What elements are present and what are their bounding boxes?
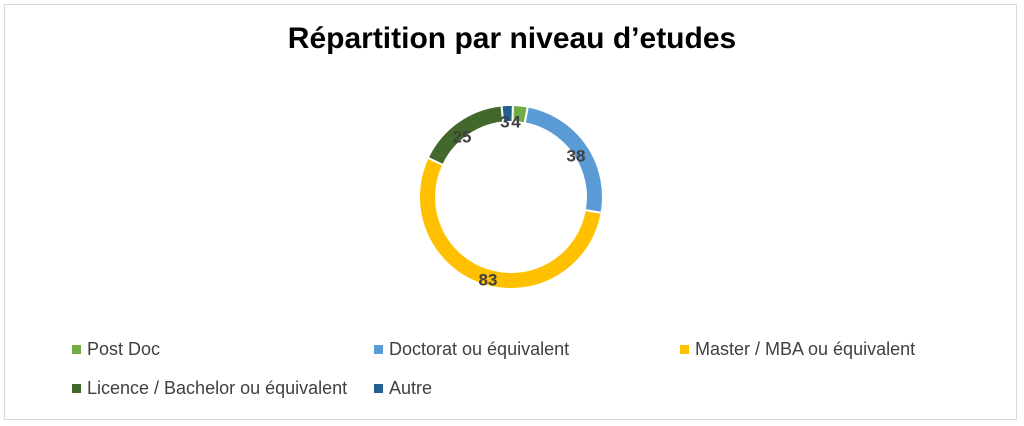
legend-item-autre: Autre xyxy=(374,378,432,399)
data-label-autre: 3 xyxy=(500,112,509,131)
legend-item-doctorat-ou-quivalent: Doctorat ou équivalent xyxy=(374,339,569,360)
legend-item-post-doc: Post Doc xyxy=(72,339,160,360)
data-label-doctorat-ou-quivalent: 38 xyxy=(567,146,586,165)
slice-master-mba-ou-quivalent xyxy=(418,156,603,290)
legend-label: Licence / Bachelor ou équivalent xyxy=(87,378,348,398)
legend-label: Post Doc xyxy=(87,339,161,359)
legend-swatch xyxy=(374,384,383,393)
data-label-post-doc: 4 xyxy=(511,112,521,131)
legend-label: Autre xyxy=(389,378,433,398)
chart-frame xyxy=(4,4,1017,420)
legend-label: Doctorat ou équivalent xyxy=(389,339,570,359)
data-label-master-mba-ou-quivalent: 83 xyxy=(479,270,498,289)
data-label-licence-bachelor-ou-quivalent: 25 xyxy=(453,127,472,146)
legend-label: Master / MBA ou équivalent xyxy=(695,339,916,359)
legend-swatch xyxy=(680,345,689,354)
slice-autre xyxy=(500,104,514,124)
legend-item-master-mba-ou-quivalent: Master / MBA ou équivalent xyxy=(680,339,915,360)
legend-item-licence-bachelor-ou-quivalent: Licence / Bachelor ou équivalent xyxy=(72,378,347,399)
slice-doctorat-ou-quivalent xyxy=(523,105,604,215)
legend-swatch xyxy=(374,345,383,354)
legend-swatch xyxy=(72,384,81,393)
legend-swatch xyxy=(72,345,81,354)
chart-title: Répartition par niveau d’etudes xyxy=(287,22,737,55)
